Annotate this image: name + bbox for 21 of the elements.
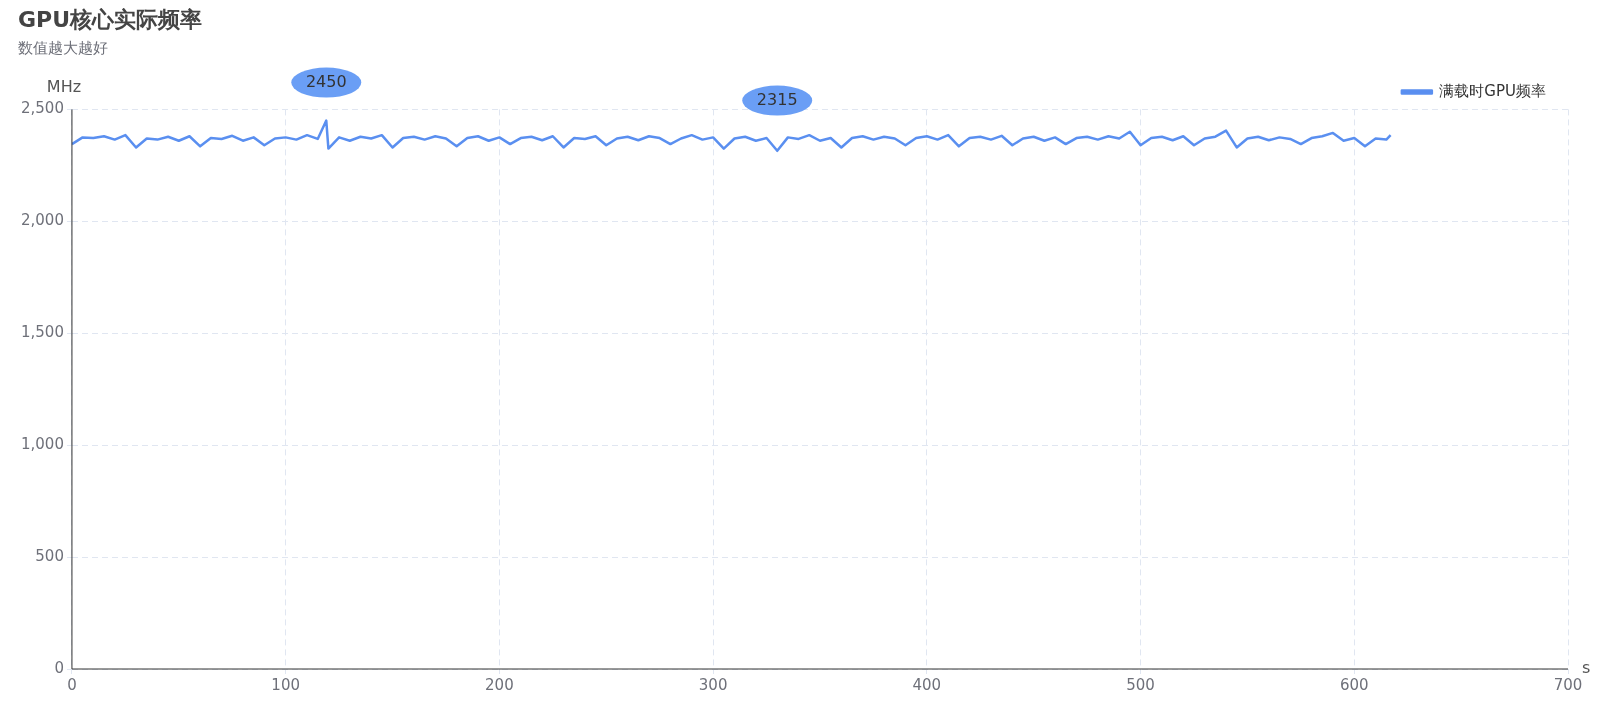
y-tick-label: 2,500 xyxy=(20,99,64,118)
annotation: 2315 xyxy=(756,89,798,109)
y-tick-label: 1,000 xyxy=(20,435,64,454)
x-tick-label: 500 xyxy=(1126,675,1155,694)
chart-subtitle: 数值越大越好 xyxy=(18,39,108,58)
y-tick-label: 1,500 xyxy=(20,323,64,342)
legend-label: 满载时GPU频率 xyxy=(1439,81,1547,100)
y-axis-title: MHz xyxy=(46,76,82,96)
chart-title: GPU核心实际频率 xyxy=(18,6,203,32)
x-tick-label: 0 xyxy=(67,675,77,694)
x-tick-label: 400 xyxy=(912,675,942,694)
y-tick-label: 500 xyxy=(35,546,64,565)
x-tick-label: 600 xyxy=(1339,675,1369,694)
x-axis-title: s xyxy=(1582,658,1591,678)
x-tick-label: 100 xyxy=(271,675,300,694)
x-tick-label: 200 xyxy=(485,675,514,694)
x-tick-label: 300 xyxy=(698,675,728,694)
x-tick-label: 700 xyxy=(1553,675,1583,694)
y-tick-label: 0 xyxy=(54,658,64,677)
y-tick-label: 2,000 xyxy=(20,211,64,230)
annotation: 2450 xyxy=(305,71,347,91)
